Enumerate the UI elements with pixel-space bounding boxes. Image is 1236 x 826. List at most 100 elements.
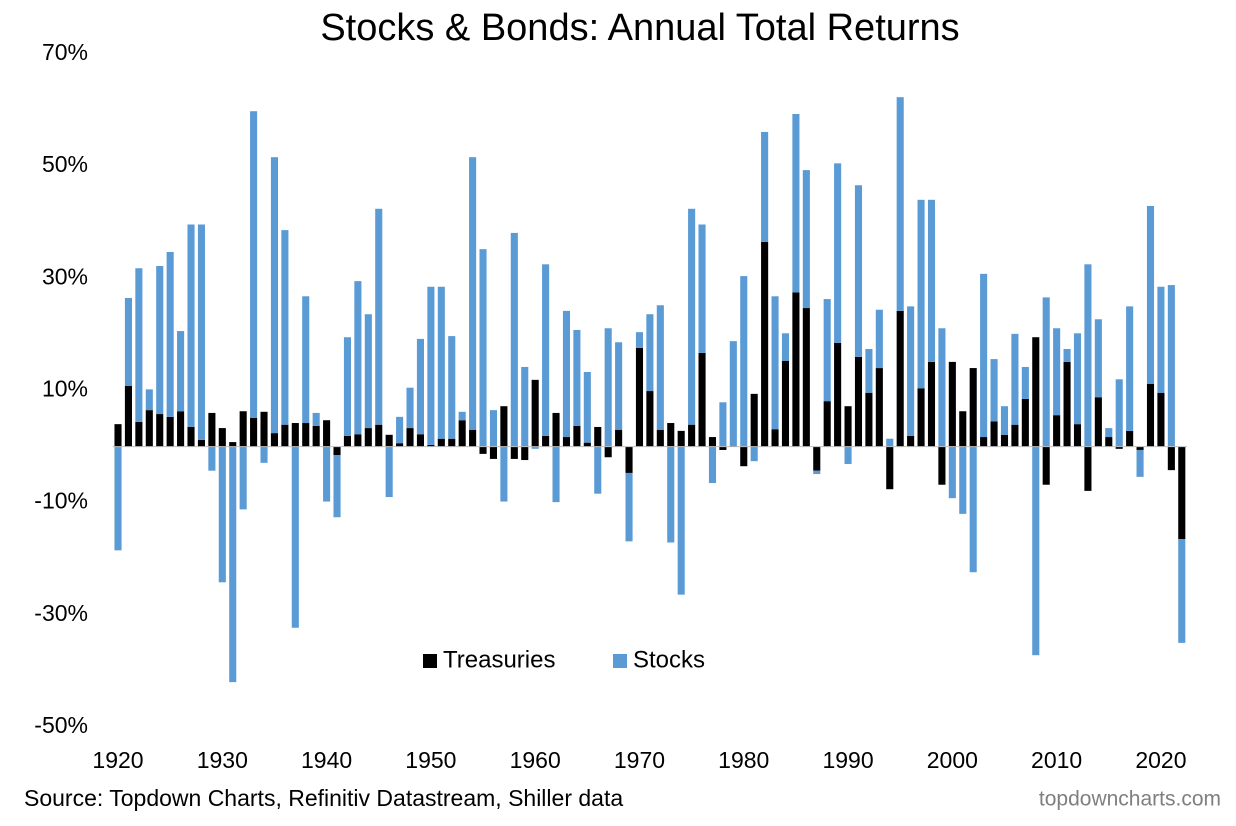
bar [1178, 446, 1186, 540]
bar [635, 347, 644, 447]
bar [938, 446, 946, 485]
bar [542, 435, 550, 447]
bar [938, 328, 946, 447]
bar [239, 411, 247, 447]
bar [281, 230, 289, 425]
bar [802, 170, 810, 309]
bar [469, 429, 477, 447]
x-tick-label: 1950 [405, 747, 456, 773]
bar [980, 437, 988, 447]
bar [1063, 348, 1071, 362]
y-tick-label: 30% [42, 263, 88, 289]
bar [886, 438, 894, 447]
bar [969, 368, 977, 447]
bar [583, 442, 591, 447]
bar [270, 433, 278, 447]
bar [343, 435, 352, 447]
bar [813, 470, 821, 475]
bar [469, 157, 477, 430]
bar [1084, 264, 1092, 447]
bar [416, 338, 425, 435]
bar [364, 314, 372, 429]
bar [396, 443, 404, 447]
chart-title: Stocks & Bonds: Annual Total Returns [320, 7, 959, 49]
bar [510, 232, 518, 447]
bar [479, 249, 487, 447]
bar [1105, 428, 1113, 438]
bar [437, 438, 445, 447]
bar [448, 336, 456, 439]
bar [698, 224, 706, 353]
bar [208, 412, 216, 447]
bar [781, 333, 790, 361]
bar [260, 411, 268, 447]
bar [844, 406, 852, 447]
x-tick-label: 1960 [510, 747, 561, 773]
bar [854, 185, 863, 357]
bar [969, 446, 977, 573]
bar [771, 296, 779, 430]
bar [156, 414, 164, 447]
bar [729, 341, 737, 447]
bar [896, 310, 904, 447]
bar [875, 309, 883, 369]
bar [229, 446, 237, 683]
x-tick-label: 2020 [1135, 747, 1186, 773]
bar [166, 251, 174, 417]
bar [156, 265, 164, 415]
bar [604, 328, 612, 447]
bar [875, 368, 883, 447]
legend-label: Stocks [633, 646, 705, 673]
x-tick-label: 1920 [92, 747, 143, 773]
bar [312, 412, 320, 426]
bar [124, 386, 132, 447]
bar [427, 444, 435, 447]
bar [1126, 430, 1134, 447]
bar [562, 310, 571, 438]
bar [1063, 361, 1071, 447]
bar [781, 360, 790, 447]
bar [323, 446, 331, 502]
bar [823, 299, 831, 402]
bar [1032, 337, 1040, 447]
bar [1146, 383, 1155, 447]
bar [145, 389, 153, 411]
x-tick-label: 2010 [1031, 747, 1082, 773]
bar [583, 371, 591, 443]
x-tick-label: 1990 [822, 747, 873, 773]
bar [250, 417, 258, 447]
bar [740, 446, 748, 467]
bar [281, 424, 289, 447]
bar [1000, 406, 1009, 435]
x-tick-label: 2000 [927, 747, 978, 773]
bar [1094, 397, 1102, 447]
bar [1021, 366, 1029, 399]
y-tick-label: -10% [34, 488, 88, 514]
bar [135, 268, 143, 422]
bar [1157, 392, 1165, 447]
x-tick-label: 1930 [197, 747, 248, 773]
bar [416, 434, 425, 447]
legend-swatch [613, 654, 627, 668]
bar [1042, 446, 1050, 485]
bar [521, 446, 529, 461]
bar [375, 424, 383, 447]
bar [448, 438, 456, 447]
bar [959, 446, 967, 514]
bar [573, 425, 581, 447]
y-tick-label: -30% [34, 600, 88, 626]
bar [959, 411, 967, 447]
bar [145, 410, 153, 447]
bar [1115, 446, 1123, 449]
bar [907, 306, 915, 436]
bar [364, 428, 372, 447]
y-tick-label: 10% [42, 376, 88, 402]
bar [197, 224, 205, 440]
bar [573, 329, 581, 426]
bar [646, 314, 654, 392]
x-tick-label: 1940 [301, 747, 352, 773]
bar [208, 446, 216, 471]
bar [792, 292, 800, 447]
bar [1032, 446, 1040, 656]
